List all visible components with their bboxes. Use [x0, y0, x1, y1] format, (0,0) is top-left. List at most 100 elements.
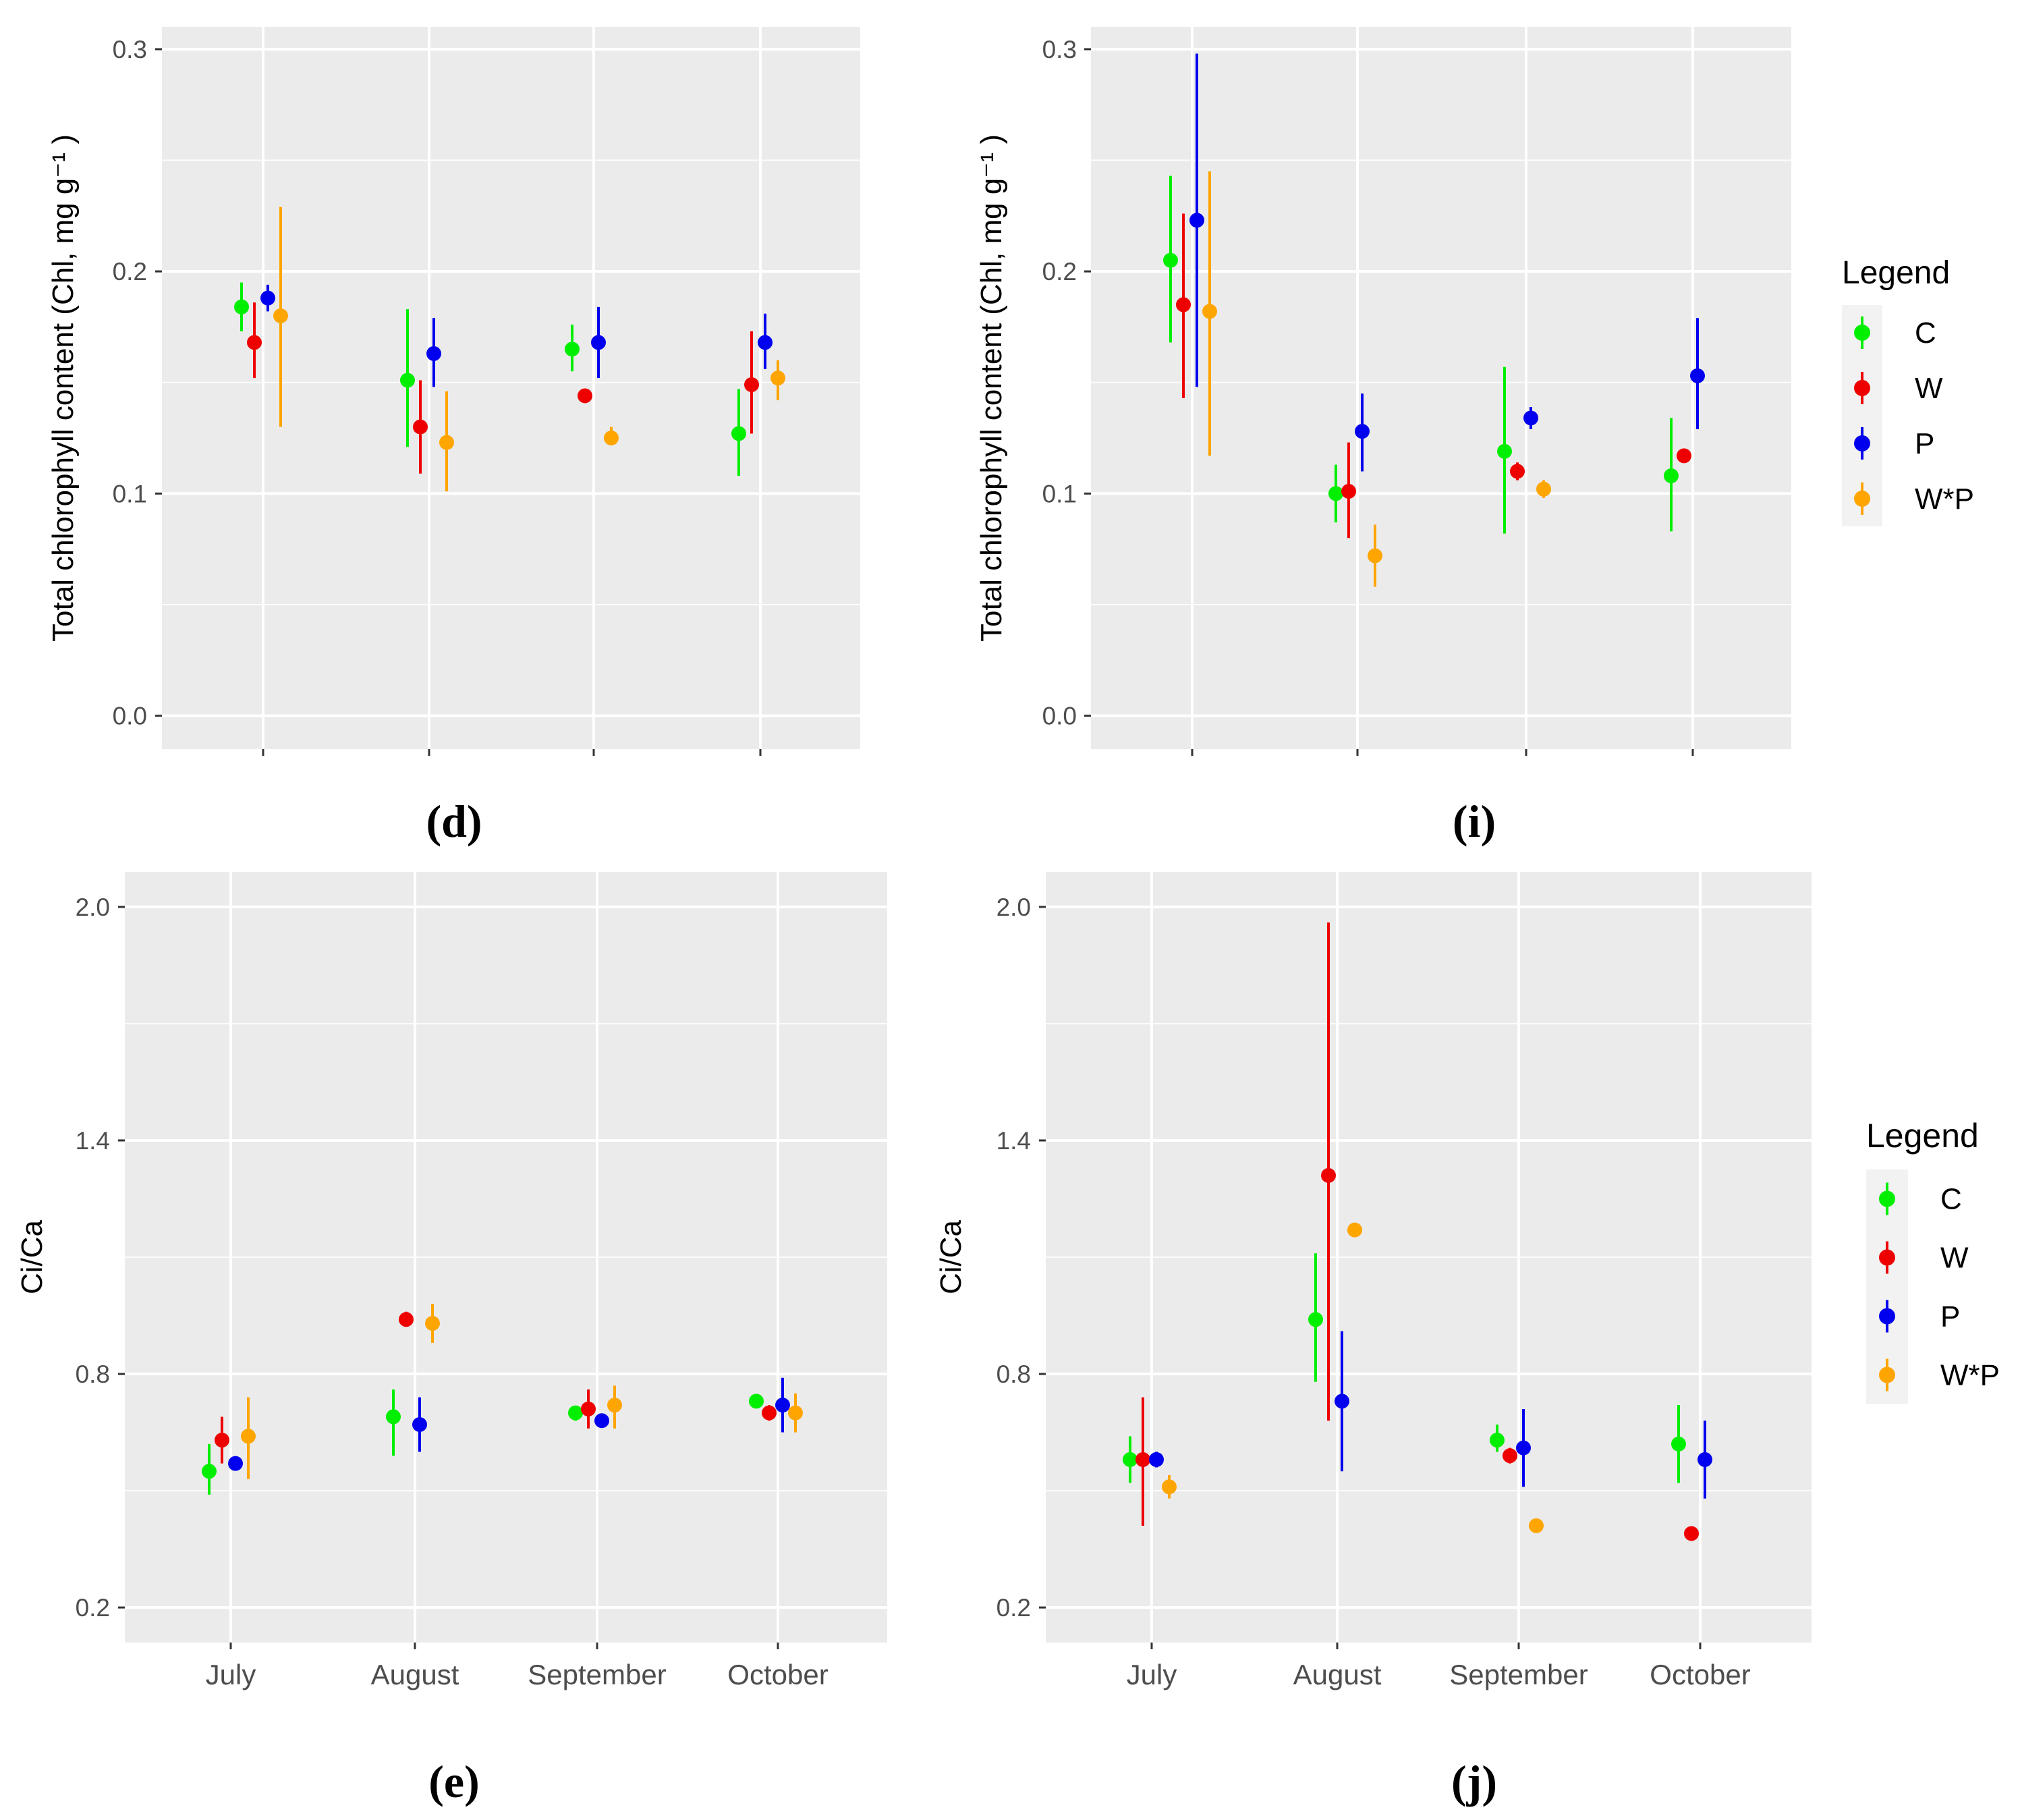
data-point: [1510, 464, 1525, 479]
panel-2: 0.2 0.8 1.4 2.0 July August September October Ci…: [16, 872, 887, 1690]
data-point: [1516, 1440, 1531, 1456]
x-tick-label: July: [1127, 1659, 1177, 1690]
panel-label: (e): [428, 1756, 479, 1807]
series-P: [1149, 1331, 1712, 1499]
y-tick-label: 0.1: [113, 480, 147, 507]
data-point: [1341, 484, 1356, 499]
data-point: [731, 426, 746, 441]
data-point: [775, 1398, 790, 1413]
panel-label: (j): [1451, 1756, 1497, 1807]
panel-1: 0.0 0.1 0.2 0.3 Total chlorophyll content (C…: [975, 27, 1791, 756]
series-C: [1123, 1253, 1686, 1483]
series-W: [1135, 922, 1699, 1541]
data-point: [1529, 1518, 1544, 1533]
data-point: [581, 1401, 596, 1416]
data-point: [1135, 1452, 1150, 1467]
data-point: [770, 370, 785, 386]
data-point: [568, 1405, 583, 1421]
x-tick-label: September: [528, 1659, 666, 1690]
panel-background: [162, 27, 860, 749]
y-tick-label: 0.1: [1042, 480, 1077, 507]
legend-label: P: [1915, 427, 1934, 460]
data-point: [426, 346, 441, 361]
legend-title: Legend: [1842, 255, 1950, 291]
x-tick-label: October: [1650, 1659, 1750, 1690]
legend-1: Legend CWP W*P: [1866, 1117, 2000, 1404]
data-point: [1523, 410, 1538, 426]
data-point: [260, 290, 275, 306]
y-tick-label: 0.8: [997, 1360, 1031, 1388]
data-point: [412, 1417, 427, 1433]
data-point: [386, 1409, 401, 1425]
y-tick-label: 2.0: [997, 893, 1031, 921]
series-W-x-P: [241, 1304, 803, 1479]
panel-background: [1091, 27, 1791, 749]
y-tick-label: 2.0: [76, 893, 110, 921]
data-point: [1671, 1436, 1686, 1452]
series-W: [215, 1311, 777, 1464]
legend-key-point: [1879, 1249, 1895, 1266]
data-point: [594, 1413, 609, 1429]
legend-0: Legend CWP W*P: [1842, 255, 1974, 526]
data-point: [241, 1429, 256, 1444]
data-point: [1202, 304, 1217, 319]
legend-label: W: [1940, 1242, 1969, 1275]
data-point: [578, 388, 592, 404]
data-point: [273, 308, 288, 323]
data-point: [1123, 1452, 1138, 1467]
data-point: [1355, 424, 1370, 439]
data-point: [215, 1433, 229, 1448]
data-point: [1698, 1452, 1712, 1467]
data-point: [788, 1405, 803, 1421]
data-point: [565, 341, 580, 357]
y-tick-label: 0.2: [113, 258, 147, 285]
data-point: [762, 1405, 777, 1421]
data-point: [749, 1394, 764, 1409]
data-point: [1149, 1452, 1164, 1467]
data-point: [413, 419, 428, 435]
panel-label: (i): [1453, 796, 1496, 847]
data-point: [1497, 443, 1512, 459]
data-point: [247, 335, 262, 350]
x-tick-label: August: [1293, 1659, 1382, 1690]
x-tick-label: September: [1449, 1659, 1588, 1690]
data-point: [202, 1464, 217, 1479]
series-P: [260, 284, 773, 387]
panel-labels: (d) (i) (e) (j): [426, 796, 1497, 1807]
y-tick-label: 0.3: [113, 36, 147, 63]
data-point: [1536, 481, 1551, 497]
legend-key-point: [1854, 435, 1870, 451]
y-axis-title: Ci/Ca: [934, 1219, 967, 1294]
data-point: [1328, 486, 1343, 501]
legend-key-point: [1879, 1190, 1895, 1207]
y-tick-label: 0.2: [76, 1594, 110, 1622]
data-point: [439, 435, 454, 450]
panel-0: 0.0 0.1 0.2 0.3 Total chlorophyll content (C…: [47, 27, 860, 756]
panels: 0.0 0.1 0.2 0.3 Total chlorophyll content (C…: [16, 27, 1812, 1690]
y-tick-label: 0.0: [1042, 702, 1077, 730]
data-point: [1321, 1167, 1336, 1183]
y-tick-label: 0.8: [76, 1360, 110, 1388]
y-tick-label: 0.2: [1042, 258, 1077, 285]
legend-label: C: [1915, 316, 1936, 350]
series-W: [1176, 213, 1691, 539]
data-point: [744, 377, 759, 393]
series-W-x-P: [1202, 171, 1551, 587]
data-point: [1503, 1448, 1517, 1464]
data-point: [591, 335, 606, 350]
legend-key-point: [1879, 1308, 1895, 1325]
x-tick-label: August: [371, 1659, 459, 1690]
legend-label: P: [1940, 1300, 1960, 1333]
series-C: [234, 282, 746, 476]
data-point: [1189, 213, 1204, 228]
data-point: [234, 299, 249, 314]
data-point: [1347, 1222, 1362, 1238]
data-point: [1677, 448, 1691, 464]
y-axis-title: Total chlorophyll content (Chl, mg g⁻¹ ): [47, 134, 80, 642]
y-tick-label: 0.3: [1042, 36, 1077, 63]
series-W-x-P: [273, 206, 785, 492]
data-point: [1664, 468, 1679, 484]
data-point: [1162, 1479, 1177, 1495]
x-tick-label: July: [206, 1659, 256, 1690]
